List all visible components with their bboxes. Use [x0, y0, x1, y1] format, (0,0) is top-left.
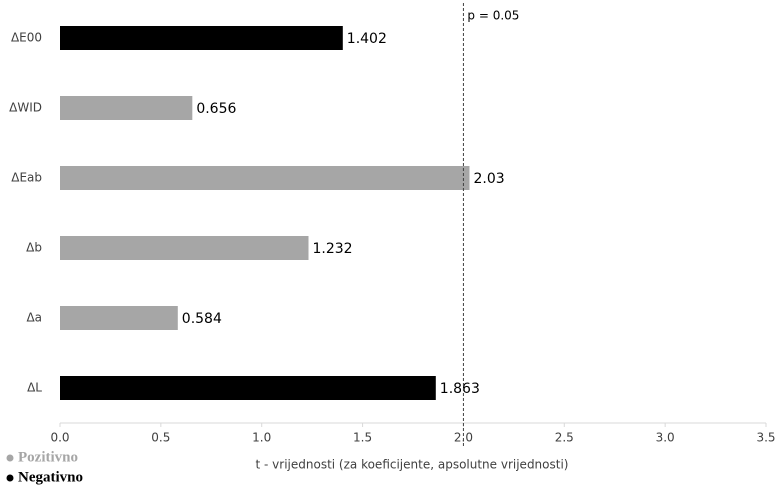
x-tick-label: 0.5 — [151, 431, 170, 445]
bar — [60, 26, 343, 50]
x-tick-label: 3.5 — [756, 431, 775, 445]
x-tick-label: 1.0 — [252, 431, 271, 445]
y-tick-label: ΔL — [27, 381, 42, 395]
bar — [60, 376, 436, 400]
bar — [60, 236, 309, 260]
value-label: 0.584 — [182, 311, 222, 327]
bar — [60, 306, 178, 330]
x-tick-label: 0.0 — [50, 431, 69, 445]
x-axis-title: t - vrijednosti (za koeficijente, apsolu… — [256, 458, 569, 472]
x-tick-label: 2.0 — [454, 431, 473, 445]
x-tick-label: 3.0 — [656, 431, 675, 445]
legend-marker — [6, 454, 14, 462]
reference-label: p = 0.05 — [467, 9, 519, 23]
y-tick-label: ΔEab — [11, 171, 42, 185]
legend-marker — [6, 474, 14, 482]
x-tick-label: 1.5 — [353, 431, 372, 445]
bar — [60, 96, 193, 120]
y-tick-label: Δa — [26, 311, 42, 325]
value-label: 2.03 — [473, 171, 504, 187]
y-tick-label: ΔWID — [9, 101, 42, 115]
x-tick-label: 2.5 — [555, 431, 574, 445]
legend-label: Negativno — [18, 469, 83, 485]
legend-label: Pozitivno — [18, 449, 78, 465]
value-label: 0.656 — [196, 101, 236, 117]
bar — [60, 166, 470, 190]
y-tick-label: ΔE00 — [11, 31, 42, 45]
y-tick-label: Δb — [26, 241, 42, 255]
value-label: 1.232 — [313, 241, 353, 257]
value-label: 1.402 — [347, 31, 387, 47]
value-label: 1.863 — [440, 381, 480, 397]
